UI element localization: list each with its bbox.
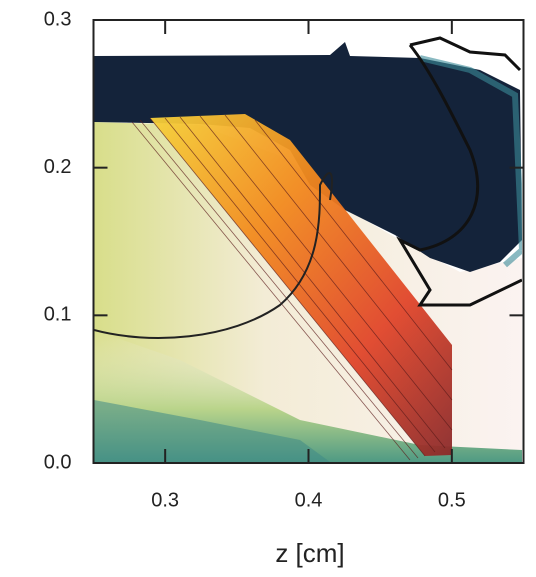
y-tick-label: 0.0 <box>44 451 72 473</box>
x-tick-label: 0.3 <box>151 489 179 511</box>
field-image <box>94 21 522 462</box>
x-tick-label: 0.4 <box>295 489 323 511</box>
y-tick-label: 0.1 <box>44 304 72 326</box>
y-tick-label: 0.3 <box>44 8 72 30</box>
x-axis-label: z [cm] <box>275 538 344 568</box>
x-tick-label: 0.5 <box>438 489 466 511</box>
y-tick-label: 0.2 <box>44 156 72 178</box>
